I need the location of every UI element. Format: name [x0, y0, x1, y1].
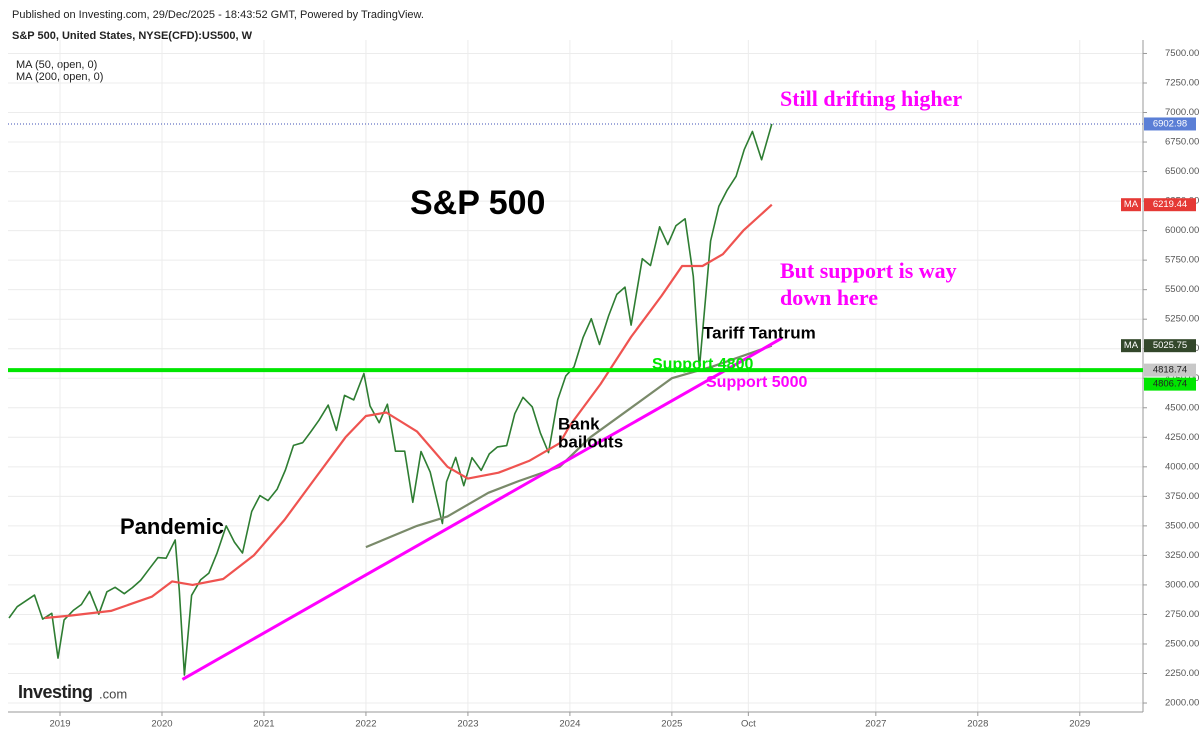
annotation: Support 4800	[652, 356, 753, 373]
y-tick-label: 6000.00	[1165, 225, 1199, 236]
y-tick-label: 2250.00	[1165, 668, 1199, 679]
price-tag-label: 6219.44	[1153, 199, 1187, 210]
y-tick-label: 5500.00	[1165, 284, 1199, 295]
x-tick-label: 2029	[1069, 719, 1090, 730]
price-tag-prefix	[1121, 198, 1141, 212]
x-tick-label: 2019	[49, 719, 70, 730]
y-tick-label: 2000.00	[1165, 698, 1199, 709]
y-tick-label: 4250.00	[1165, 432, 1199, 443]
y-tick-label: 6750.00	[1165, 137, 1199, 148]
trendline	[181, 336, 783, 681]
annotation: down here	[780, 285, 878, 310]
moving-average	[365, 344, 773, 549]
price-tag	[1144, 198, 1196, 212]
price-tag-prefix	[1121, 339, 1141, 353]
x-tick-label: 2020	[151, 719, 172, 730]
logo-suffix: .com	[99, 686, 127, 701]
published-note: Published on Investing.com, 29/Dec/2025 …	[12, 9, 424, 21]
x-tick-label: 2021	[253, 719, 274, 730]
annotation: Pandemic	[120, 514, 224, 539]
x-tick-label: 2022	[355, 719, 376, 730]
annotation: Tariff Tantrum	[703, 323, 816, 342]
price-tag	[1144, 363, 1196, 377]
x-tick-label: 2023	[457, 719, 478, 730]
y-tick-label: 6500.00	[1165, 166, 1199, 177]
annotation: S&P 500	[410, 184, 545, 222]
price-tag-prefix-text: MA	[1124, 340, 1139, 351]
y-tick-label: 4000.00	[1165, 461, 1199, 472]
price-tag-prefix-text: MA	[1124, 199, 1139, 210]
price-line-series	[8, 123, 773, 676]
annotation: Bank	[558, 414, 600, 433]
annotation: bailouts	[558, 432, 623, 451]
annotation: But support is way	[780, 258, 957, 283]
price-tag-label: 5025.75	[1153, 340, 1187, 351]
y-tick-label: 2500.00	[1165, 638, 1199, 649]
price-tag-label: 6902.98	[1153, 118, 1187, 129]
y-tick-label: 5750.00	[1165, 255, 1199, 266]
price-tag	[1144, 339, 1196, 353]
y-tick-label: 3250.00	[1165, 550, 1199, 561]
price-tag-label: 4806.74	[1153, 379, 1187, 390]
y-tick-label: 3000.00	[1165, 579, 1199, 590]
x-tick-label: 2027	[865, 719, 886, 730]
y-tick-label: 5250.00	[1165, 314, 1199, 325]
y-tick-label: 7500.00	[1165, 48, 1199, 59]
y-tick-label: 2750.00	[1165, 609, 1199, 620]
price-tag-label: 4818.74	[1153, 365, 1187, 376]
y-tick-label: 7250.00	[1165, 78, 1199, 89]
x-tick-label: 2024	[559, 719, 580, 730]
y-tick-label: 7000.00	[1165, 107, 1199, 118]
moving-average	[44, 203, 773, 620]
x-tick-label: Oct	[741, 719, 756, 730]
logo: Investing	[18, 682, 93, 702]
price-tag	[1144, 377, 1196, 391]
x-tick-label: 2025	[661, 719, 682, 730]
x-tick-label: 2028	[967, 719, 988, 730]
chart-title: S&P 500, United States, NYSE(CFD):US500,…	[12, 30, 253, 42]
annotation: Still drifting higher	[780, 86, 962, 111]
annotation: Support 5000	[706, 374, 807, 391]
y-tick-label: 3500.00	[1165, 520, 1199, 531]
legend-entry: MA (50, open, 0)	[16, 59, 97, 71]
price-tag	[1144, 117, 1196, 131]
y-tick-label: 3750.00	[1165, 491, 1199, 502]
y-tick-label: 4500.00	[1165, 402, 1199, 413]
